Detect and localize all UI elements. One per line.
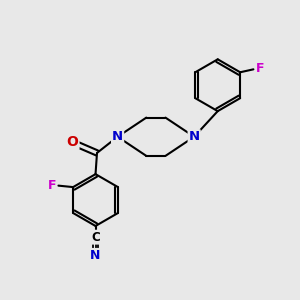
- Text: C: C: [91, 231, 100, 244]
- Text: N: N: [189, 130, 200, 143]
- Text: F: F: [256, 62, 264, 75]
- Text: N: N: [112, 130, 123, 143]
- Text: O: O: [67, 135, 79, 149]
- Text: F: F: [48, 179, 56, 192]
- Text: N: N: [90, 249, 101, 262]
